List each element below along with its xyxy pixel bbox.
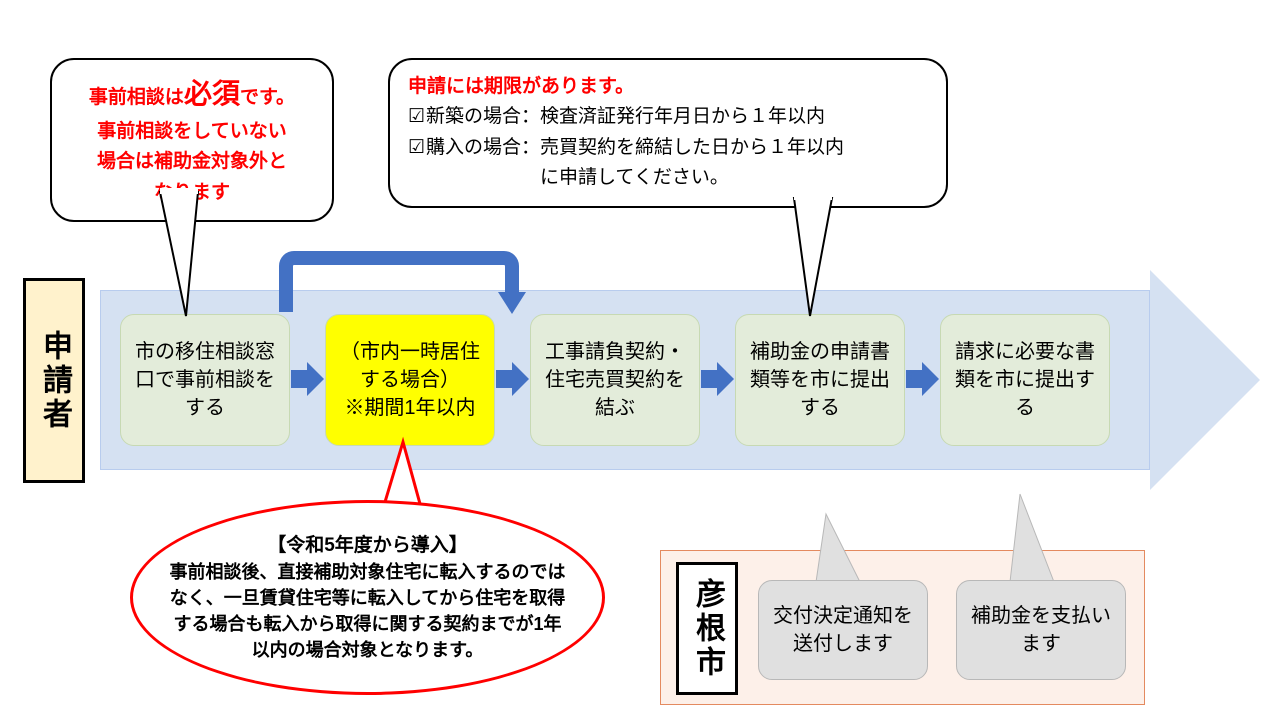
step-4-text: 補助金の申請書類等を市に提出する	[744, 338, 896, 422]
actor-applicant-label: 申請者	[32, 330, 76, 432]
callout-left-pre: 事前相談は	[89, 87, 184, 108]
callout-left-line2: 事前相談をしていない	[70, 117, 314, 147]
callout-ellipse-body: 事前相談後、直接補助対象住宅に転入するのではなく、一旦賃貸住宅等に転入してから住…	[169, 559, 566, 663]
ellipse-tail-cover	[376, 514, 428, 528]
arrow-head	[1150, 270, 1260, 490]
step-2: （市内一時居住する場合） ※期間1年以内	[325, 314, 495, 446]
city-box-2-text: 補助金を支払います	[963, 602, 1119, 658]
callout-left-emph: 必須	[184, 78, 240, 109]
step-4: 補助金の申請書類等を市に提出する	[735, 314, 905, 446]
callout-ellipse-title: 【令和5年度から導入】	[169, 532, 566, 560]
callout-left-post: です。	[240, 87, 295, 108]
callout-deadline-title: 申請には期限があります。	[408, 72, 928, 102]
step-5-text: 請求に必要な書類を市に提出する	[949, 338, 1101, 422]
city-tail-cover-1	[815, 581, 861, 587]
skip-arrow-1-3	[280, 258, 540, 318]
callout-left-tail	[140, 192, 220, 322]
step-3: 工事請負契約・住宅売買契約を結ぶ	[530, 314, 700, 446]
step-1-text: 市の移住相談窓口で事前相談をする	[129, 338, 281, 422]
step-5: 請求に必要な書類を市に提出する	[940, 314, 1110, 446]
callout-deadline-tail	[780, 198, 860, 318]
step-2-text: （市内一時居住する場合） ※期間1年以内	[334, 338, 486, 422]
callout-left-line1: 事前相談は必須です。	[70, 72, 314, 117]
callout-r5-intro: 【令和5年度から導入】 事前相談後、直接補助対象住宅に転入するのではなく、一旦賃…	[130, 500, 605, 695]
callout-deadline-check2: ☑購入の場合：売買契約を締結した日から１年以内	[408, 133, 928, 163]
check-icon: ☑	[408, 102, 426, 132]
check-icon: ☑	[408, 133, 426, 163]
city-box-1: 交付決定通知を送付します	[758, 580, 928, 680]
city-box-1-text: 交付決定通知を送付します	[765, 602, 921, 658]
city-tail-cover-2	[1009, 581, 1055, 587]
check1-text: 新築の場合：検査済証発行年月日から１年以内	[426, 106, 825, 127]
callout-deadline-check2-cont: に申請してください。	[408, 163, 928, 193]
callout-left-line3: 場合は補助金対象外と	[70, 147, 314, 177]
callout-ellipse-inner: 【令和5年度から導入】 事前相談後、直接補助対象住宅に転入するのではなく、一旦賃…	[169, 532, 566, 664]
city-box-1-tail	[816, 514, 866, 586]
actor-city-label: 彦根市	[685, 578, 729, 680]
step-1: 市の移住相談窓口で事前相談をする	[120, 314, 290, 446]
callout-deadline: 申請には期限があります。 ☑新築の場合：検査済証発行年月日から１年以内 ☑購入の…	[388, 58, 948, 208]
city-box-2-tail	[1010, 494, 1060, 586]
city-box-2: 補助金を支払います	[956, 580, 1126, 680]
check2-text: 購入の場合：売買契約を締結した日から１年以内	[426, 137, 844, 158]
actor-city: 彦根市	[676, 562, 738, 695]
actor-applicant: 申請者	[23, 278, 85, 483]
step-3-text: 工事請負契約・住宅売買契約を結ぶ	[539, 338, 691, 422]
callout-deadline-check1: ☑新築の場合：検査済証発行年月日から１年以内	[408, 102, 928, 132]
